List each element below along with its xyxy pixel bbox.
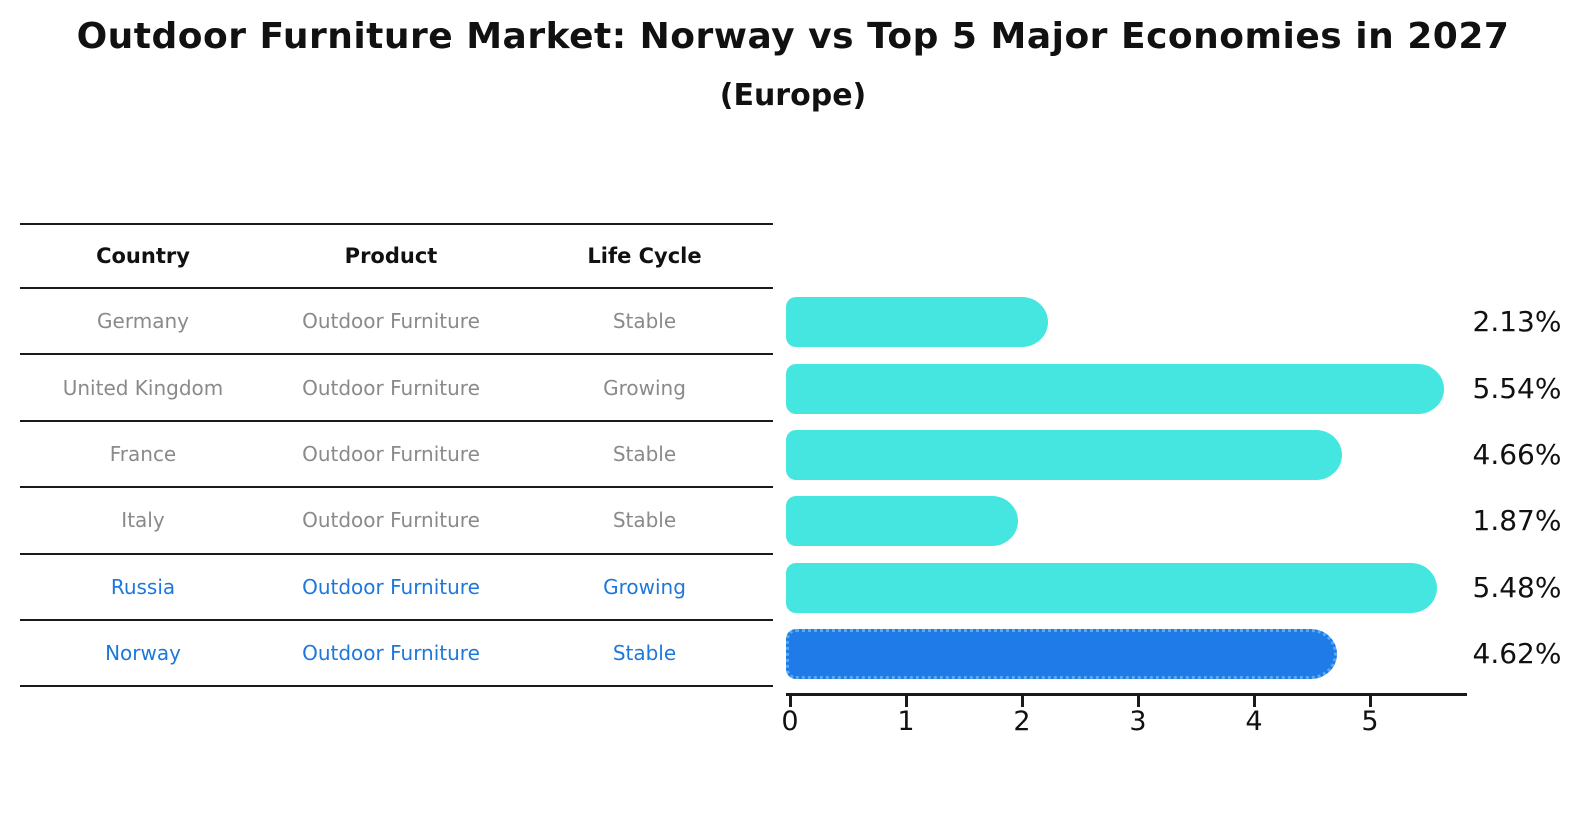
x-tick-mark-5: [1368, 696, 1372, 707]
table-row: United Kingdom Outdoor Furniture Growing: [20, 355, 773, 422]
x-tick-mark-2: [1020, 696, 1024, 707]
cell-country: Norway: [105, 641, 181, 666]
cell-life-cycle: Growing: [603, 574, 686, 599]
cell-product: Outdoor Furniture: [302, 641, 480, 666]
table-header-row: Country Product Life Cycle: [20, 223, 773, 289]
value-label-norway: 4.62%: [1472, 637, 1562, 671]
cell-product: Outdoor Furniture: [302, 375, 480, 400]
x-tick-label-2: 2: [1013, 706, 1031, 737]
x-tick-label-5: 5: [1361, 706, 1379, 737]
cell-product: Outdoor Furniture: [302, 574, 480, 599]
cell-country: United Kingdom: [62, 375, 224, 400]
cell-product: Outdoor Furniture: [302, 309, 480, 334]
cell-product: Outdoor Furniture: [302, 441, 480, 466]
cell-product: Outdoor Furniture: [302, 508, 480, 533]
value-label-russia: 5.48%: [1472, 570, 1562, 604]
value-label-united-kingdom: 5.54%: [1472, 371, 1562, 405]
column-header-life-cycle: Life Cycle: [587, 244, 702, 268]
table-row: Italy Outdoor Furniture Stable: [20, 488, 773, 555]
chart-subtitle: (Europe): [719, 78, 867, 113]
bar-france: [786, 430, 1342, 480]
x-tick-label-4: 4: [1245, 706, 1263, 737]
data-table: Country Product Life Cycle Germany Outdo…: [20, 223, 773, 688]
x-tick-label-0: 0: [781, 706, 799, 737]
bar-united-kingdom: [786, 363, 1444, 414]
column-header-product: Product: [344, 244, 438, 268]
bar-germany: [786, 297, 1048, 348]
bar-italy: [786, 496, 1018, 547]
cell-life-cycle: Growing: [603, 375, 686, 400]
x-tick-mark-4: [1252, 696, 1256, 707]
cell-country: Russia: [110, 574, 176, 599]
x-tick-mark-3: [1136, 696, 1140, 707]
value-label-italy: 1.87%: [1472, 504, 1562, 538]
table-row: Germany Outdoor Furniture Stable: [20, 289, 773, 356]
cell-life-cycle: Stable: [612, 508, 677, 533]
x-tick-label-1: 1: [897, 706, 915, 737]
x-tick-mark-0: [788, 696, 792, 707]
x-tick-label-3: 3: [1129, 706, 1147, 737]
bar-norway: [786, 629, 1337, 680]
cell-country: France: [109, 441, 177, 466]
table-body: Germany Outdoor Furniture Stable United …: [20, 289, 773, 688]
bar-russia: [786, 562, 1437, 613]
x-axis-line: [786, 693, 1467, 696]
chart-title: Outdoor Furniture Market: Norway vs Top …: [76, 16, 1510, 57]
table-row: Norway Outdoor Furniture Stable: [20, 621, 773, 688]
cell-life-cycle: Stable: [612, 641, 677, 666]
value-label-germany: 2.13%: [1472, 305, 1562, 339]
table-row: France Outdoor Furniture Stable: [20, 422, 773, 489]
cell-life-cycle: Stable: [612, 309, 677, 334]
cell-country: Germany: [97, 309, 189, 334]
column-header-country: Country: [96, 244, 190, 268]
cell-country: Italy: [121, 508, 165, 533]
table-row: Russia Outdoor Furniture Growing: [20, 555, 773, 621]
value-label-france: 4.66%: [1472, 438, 1562, 471]
x-tick-mark-1: [904, 696, 908, 707]
cell-life-cycle: Stable: [612, 441, 677, 466]
